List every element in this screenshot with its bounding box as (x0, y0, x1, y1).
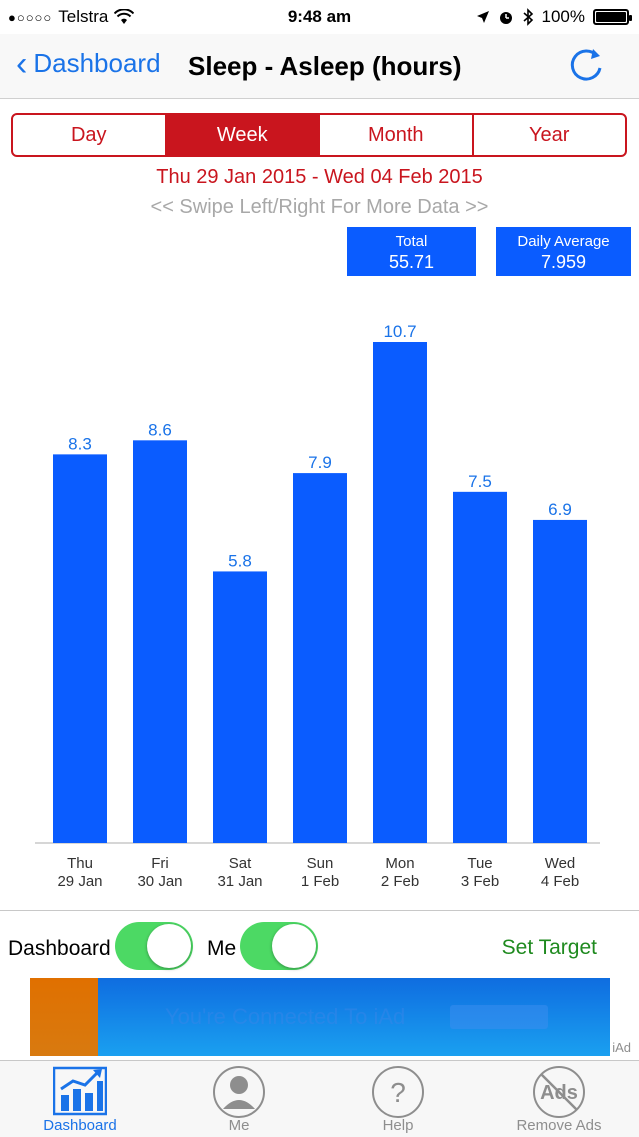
daily-average-label: Daily Average (517, 233, 610, 250)
carrier-name: Telstra (58, 7, 109, 26)
bar-6 (533, 519, 587, 843)
bar-value-label-4: 10.7 (383, 322, 416, 341)
x-tick-label-1-1: 30 Jan (137, 873, 182, 890)
bar-1 (133, 440, 187, 843)
tab-dashboard[interactable]: Dashboard (0, 1061, 160, 1137)
signal-strength-icon: ●○○○○ (8, 9, 53, 25)
tab-help[interactable]: ? Help (318, 1061, 478, 1137)
swipe-hint: << Swipe Left/Right For More Data >> (150, 196, 489, 218)
x-tick-label-3-1: 1 Feb (301, 873, 339, 890)
total-value: 55.71 (388, 252, 435, 272)
tab-label: Me (228, 1117, 250, 1134)
x-tick-label-6-1: 4 Feb (541, 873, 579, 890)
daily-average-value: 7.959 (540, 252, 587, 272)
bar-value-label-3: 7.9 (308, 453, 332, 472)
alarm-clock-icon (499, 12, 512, 24)
segment-week[interactable]: Week (166, 115, 320, 155)
daily-average-box: Daily Average 7.959 (496, 227, 631, 276)
ad-thumbnail (30, 978, 98, 1056)
refresh-icon[interactable] (567, 44, 607, 84)
tab-remove-ads[interactable]: Ads Remove Ads (479, 1061, 639, 1137)
bar-value-label-1: 8.6 (148, 420, 172, 439)
bluetooth-icon (522, 8, 533, 26)
back-button-label: Dashboard (33, 48, 161, 78)
toggle-knob (147, 924, 191, 968)
tab-me[interactable]: Me (159, 1061, 319, 1137)
bar-5 (453, 491, 507, 843)
bar-3 (293, 473, 347, 843)
x-tick-label-2-1: 31 Jan (217, 873, 262, 890)
date-range: Thu 29 Jan 2015 - Wed 04 Feb 2015 (156, 166, 483, 188)
dashboard-toggle[interactable] (115, 922, 193, 970)
page-title: Sleep - Asleep (hours) (188, 51, 462, 81)
x-tick-label-5-0: Tue (467, 855, 492, 872)
no-ads-icon: Ads (533, 1066, 585, 1118)
bar-value-label-0: 8.3 (68, 434, 92, 453)
x-tick-label-0-0: Thu (67, 855, 93, 872)
me-toggle-label: Me (207, 937, 237, 960)
bar-4 (373, 342, 427, 843)
total-box: Total 55.71 (347, 227, 476, 276)
x-tick-label-3-0: Sun (307, 855, 334, 872)
status-left: ●○○○○ Telstra (8, 7, 135, 27)
toggle-knob (272, 924, 316, 968)
battery-icon (593, 9, 632, 25)
segment-day[interactable]: Day (13, 115, 167, 155)
x-tick-label-0-1: 29 Jan (57, 873, 102, 890)
divider (0, 910, 639, 911)
back-button[interactable]: ‹ Dashboard (16, 44, 161, 83)
status-bar: ●○○○○ Telstra 9:48 am 100% (0, 0, 639, 34)
question-icon: ? (372, 1066, 424, 1118)
total-label: Total (395, 233, 428, 250)
tab-label: Help (382, 1117, 414, 1134)
period-segmented-control: Day Week Month Year (11, 113, 627, 157)
wifi-icon (114, 9, 135, 24)
me-toggle[interactable] (240, 922, 318, 970)
bar-value-label-5: 7.5 (468, 472, 492, 491)
status-right: 100% (476, 7, 632, 27)
location-arrow-icon (476, 11, 489, 23)
x-tick-label-1-0: Fri (151, 855, 169, 872)
navigation-bar: ‹ Dashboard Sleep - Asleep (hours) (0, 34, 639, 99)
bar-value-label-6: 6.9 (548, 500, 572, 519)
battery-percent: 100% (541, 7, 585, 26)
ad-button (450, 1005, 548, 1029)
segment-year[interactable]: Year (529, 123, 570, 146)
bar-value-label-2: 5.8 (228, 551, 252, 570)
bar-0 (53, 454, 107, 843)
svg-text:?: ? (390, 1077, 406, 1108)
dashboard-toggle-label: Dashboard (8, 937, 111, 960)
x-tick-label-5-1: 3 Feb (461, 873, 499, 890)
x-tick-label-6-0: Wed (545, 855, 576, 872)
bar-chart-icon (53, 1066, 107, 1116)
ad-text: You're Connected To iAd (165, 1004, 406, 1029)
x-tick-label-4-0: Mon (385, 855, 414, 872)
tab-bar: Dashboard Me ? Help Ads Remove Ads (0, 1060, 639, 1137)
person-icon (213, 1066, 265, 1118)
iad-badge: iAd (612, 1040, 631, 1055)
x-tick-label-4-1: 2 Feb (381, 873, 419, 890)
status-time: 9:48 am (287, 7, 352, 26)
iad-banner[interactable]: You're Connected To iAd (30, 978, 610, 1056)
set-target-button[interactable]: Set Target (501, 936, 597, 959)
chevron-left-icon: ‹ (16, 44, 28, 83)
tab-label: Remove Ads (516, 1117, 602, 1134)
x-tick-label-2-0: Sat (229, 855, 252, 872)
segment-month[interactable]: Month (320, 115, 474, 155)
bar-2 (213, 571, 267, 843)
tab-label: Dashboard (43, 1117, 117, 1134)
